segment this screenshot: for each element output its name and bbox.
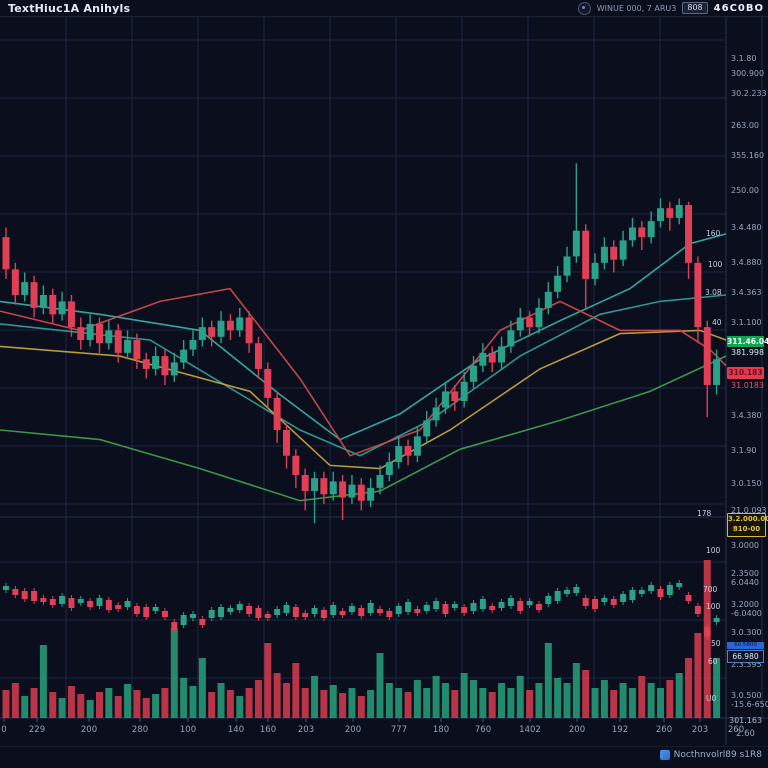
time-axis-label: 280	[131, 725, 149, 735]
price-axis-label: 2.3.395	[731, 660, 762, 669]
price-axis-label: 30.2.233	[731, 89, 767, 98]
time-axis-label: 180	[432, 725, 450, 735]
moving-averages-layer	[0, 233, 727, 502]
price-axis-label: 300.900	[731, 69, 765, 78]
price-axis-label: 3.1.80	[731, 54, 757, 63]
inline-value-label: 100	[706, 546, 721, 555]
price-axis-label: 3.0.500	[731, 691, 762, 700]
indicator-value-line2: 810-00	[732, 525, 761, 533]
time-axis-label: 140	[227, 725, 245, 735]
price-axis-label: -15.6-650	[731, 700, 768, 709]
price-axis-label: 31.0183	[731, 381, 765, 390]
watermark-text: Nocthnvolrl89 s1R8	[673, 750, 762, 760]
time-axis-label: 200	[344, 725, 362, 735]
lower-panel-candles-layer	[3, 580, 720, 640]
price-axis-label: 3.4.880	[731, 258, 762, 267]
price-axis-label: 3.4.363	[731, 288, 762, 297]
header-value: 46C0BO	[713, 2, 764, 14]
time-axis-label: 0	[1, 725, 7, 735]
watermark-logo-icon	[659, 750, 670, 760]
chart-canvas[interactable]	[0, 17, 768, 746]
inline-value-label: 700	[703, 585, 718, 594]
header-right-cluster: WINUE 000, 7 ARU3 808 46C0BO	[577, 1, 764, 15]
header-bar: TextHiuc1A Anihyls WINUE 000, 7 ARU3 808…	[0, 0, 768, 17]
time-axis-label: 260	[727, 725, 745, 735]
price-axis-label: 3.1.90	[731, 446, 757, 455]
price-axis-label: 3.4.480	[731, 223, 762, 232]
candles-layer	[2, 163, 721, 524]
time-axis-label: 260	[655, 725, 673, 735]
axis-corner-value: 301.163	[729, 716, 763, 725]
time-axis-label: 200	[568, 725, 586, 735]
ma-red	[0, 287, 727, 457]
axis-corner-scale[interactable]: 2.60	[736, 729, 755, 739]
time-axis-label: 100	[179, 725, 197, 735]
header-info-text: WINUE 000, 7 ARU3	[596, 3, 677, 13]
ma-green	[0, 355, 727, 502]
time-axis-label: 192	[611, 725, 629, 735]
logo-icon	[577, 1, 591, 15]
time-axis-label: 229	[28, 725, 46, 735]
price-axis-label: 21.0.093	[731, 506, 767, 515]
time-axis-label: 1402	[519, 725, 541, 735]
price-axis-label: 263.00	[731, 121, 759, 130]
volume-badge-box: 66.980	[727, 650, 764, 663]
price-axis-label: 3.0.300	[731, 628, 762, 637]
last-price-badge-down: 310.183	[727, 367, 764, 379]
ma-fast-teal	[0, 233, 727, 441]
ma-yellow	[0, 329, 727, 470]
grid-layer	[0, 17, 768, 745]
volume-value-badge: 60.5800 66.980	[727, 642, 764, 663]
inline-value-label: 160	[706, 229, 721, 238]
footer-divider	[0, 746, 768, 747]
inline-value-label: U0	[706, 694, 717, 703]
price-axis-label: -6.0400	[731, 609, 762, 618]
watermark: Nocthnvolrl89 s1R8	[659, 750, 762, 760]
page-title: TextHiuc1A Anihyls	[8, 2, 131, 15]
inline-value-label: 100	[708, 260, 723, 269]
price-axis-label: 3.4.380	[731, 411, 762, 420]
last-price-badge-up: 311.46.04	[727, 336, 768, 347]
indicator-value-line1: 3.2.000.00	[728, 515, 768, 523]
price-axis-label: 3.1.100	[731, 318, 762, 327]
volume-layer	[2, 560, 721, 718]
indicator-value-badge: 3.2.000.00 810-00	[727, 513, 768, 537]
time-axis-label: 777	[390, 725, 408, 735]
time-axis-label: 760	[474, 725, 492, 735]
price-axis-label: 3.0000	[731, 541, 759, 550]
inline-value-label: 178	[697, 509, 712, 518]
price-axis-label: 355.160	[731, 151, 765, 160]
inline-value-label: 40	[712, 318, 722, 327]
time-axis-label: 160	[259, 725, 277, 735]
volume-badge-strip: 60.5800	[727, 642, 764, 649]
price-axis-label: 6.0440	[731, 578, 759, 587]
price-axis-label: 250.00	[731, 186, 759, 195]
time-axis-label: 203	[297, 725, 315, 735]
price-axis-label: 3.0.150	[731, 479, 762, 488]
inline-value-label: 50	[711, 639, 721, 648]
chart-area[interactable]	[0, 17, 768, 746]
inline-value-label: 3.08	[705, 288, 722, 297]
price-axis-label: 2.3500	[731, 569, 759, 578]
header-badge-button[interactable]: 808	[682, 2, 708, 14]
inline-value-label: 60	[708, 657, 718, 666]
time-axis-label: 203	[691, 725, 709, 735]
price-axis-label: 3.2000	[731, 600, 759, 609]
inline-value-label: 100	[706, 602, 721, 611]
time-axis-label: 200	[80, 725, 98, 735]
price-axis-label: 381.998	[731, 348, 765, 357]
